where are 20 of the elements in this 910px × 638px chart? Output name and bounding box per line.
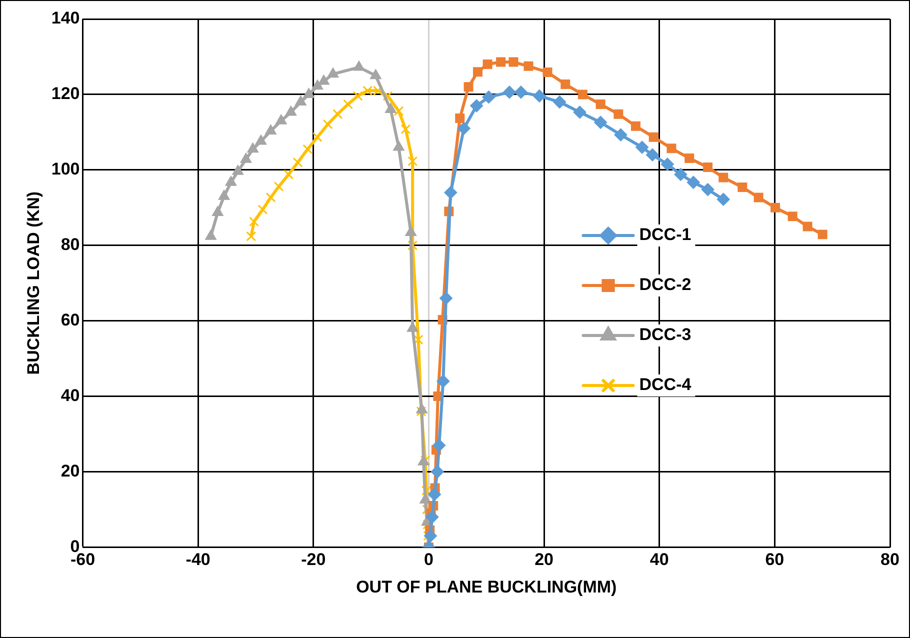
y-tick-label: 40 [60, 386, 80, 405]
legend-label: DCC-4 [639, 375, 692, 394]
x-tick-label: -20 [301, 550, 326, 570]
x-tick-label: 20 [534, 550, 554, 570]
y-tick-label: 100 [51, 160, 80, 179]
x-tick-label: 0 [424, 550, 434, 570]
x-tick-label: 40 [650, 550, 669, 570]
y-tick-label: 80 [60, 235, 80, 254]
legend-label: DCC-2 [639, 275, 692, 294]
legend-label: DCC-1 [639, 225, 692, 244]
legend-label: DCC-3 [639, 325, 692, 344]
y-tick-label: 140 [51, 8, 80, 28]
x-axis-title: OUT OF PLANE BUCKLING(MM) [356, 577, 617, 596]
x-tick-label: 80 [880, 550, 900, 570]
y-tick-label: 20 [60, 461, 80, 480]
y-tick-label: 60 [60, 310, 80, 330]
x-tick-label: 60 [765, 550, 784, 570]
y-axis-title: BUCKLING LOAD (KN) [24, 192, 43, 375]
x-tick-label: -40 [186, 550, 210, 570]
y-tick-label: 120 [51, 84, 80, 104]
